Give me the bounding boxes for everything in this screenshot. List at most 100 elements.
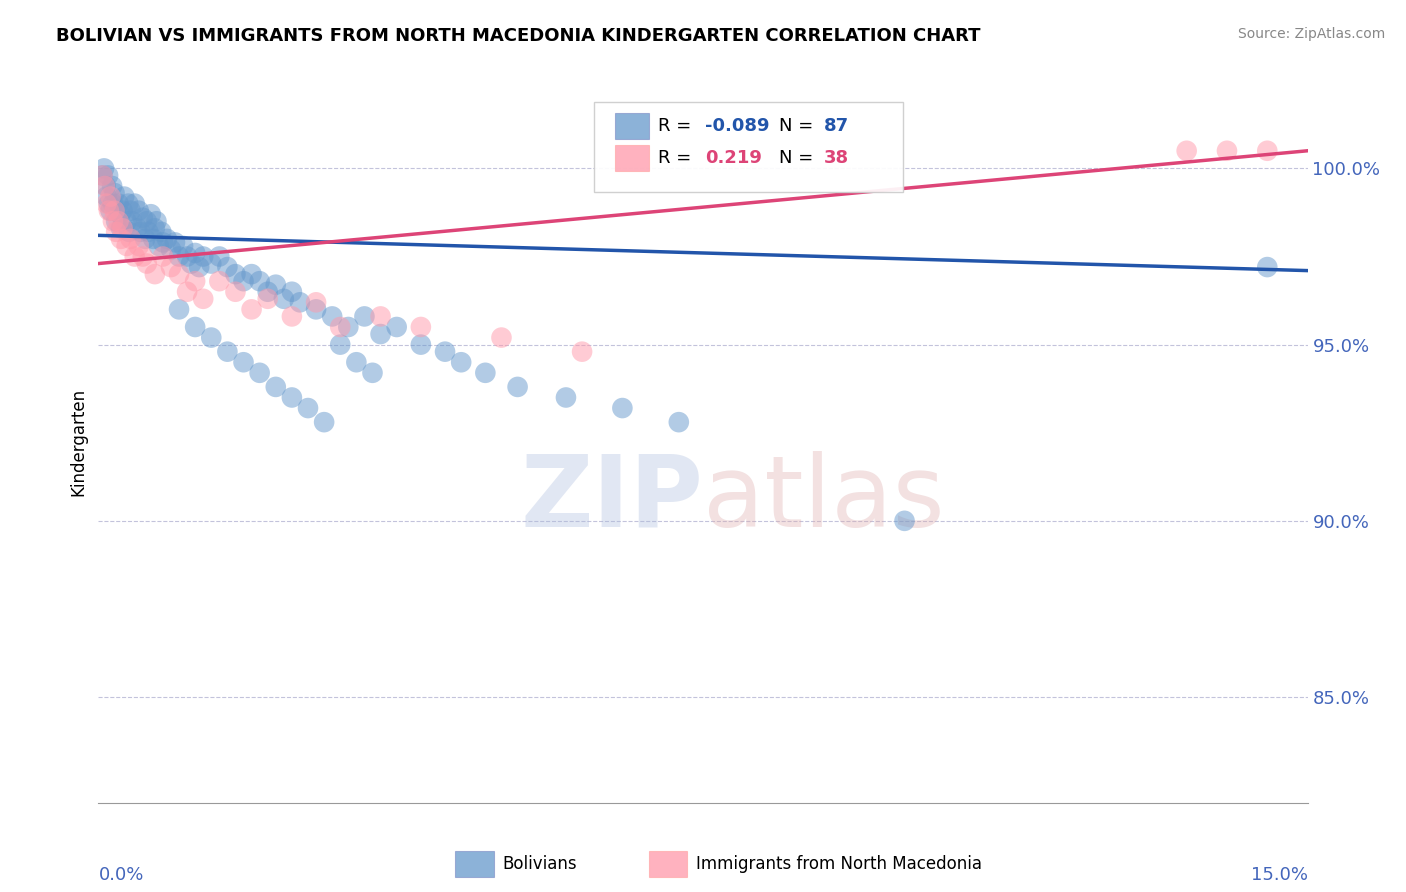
Point bbox=[112, 189, 135, 203]
Point bbox=[110, 221, 132, 235]
FancyBboxPatch shape bbox=[614, 112, 648, 139]
Point bbox=[107, 214, 129, 228]
Point bbox=[167, 250, 190, 264]
Point bbox=[91, 169, 114, 183]
Point bbox=[110, 232, 132, 246]
Point bbox=[329, 320, 352, 334]
Point bbox=[129, 225, 152, 239]
Point bbox=[132, 211, 155, 225]
Point bbox=[152, 250, 174, 264]
Point bbox=[101, 196, 124, 211]
Point bbox=[249, 274, 271, 288]
Point bbox=[353, 310, 375, 324]
Point bbox=[180, 256, 202, 270]
Text: -0.089: -0.089 bbox=[706, 117, 770, 135]
Point bbox=[145, 214, 167, 228]
Point bbox=[344, 355, 367, 369]
Point bbox=[128, 239, 150, 253]
Text: 87: 87 bbox=[824, 117, 849, 135]
Point bbox=[1216, 144, 1239, 158]
Point bbox=[184, 320, 207, 334]
Point bbox=[370, 326, 392, 341]
Point bbox=[409, 337, 432, 351]
Point bbox=[111, 221, 134, 235]
Point bbox=[96, 189, 118, 203]
Point bbox=[117, 196, 139, 211]
Point bbox=[124, 196, 146, 211]
Point bbox=[893, 514, 915, 528]
Point bbox=[256, 285, 278, 299]
Text: 38: 38 bbox=[824, 149, 849, 167]
Point bbox=[188, 260, 211, 274]
Point bbox=[97, 196, 120, 211]
Point bbox=[256, 292, 278, 306]
Point bbox=[321, 310, 343, 324]
Point bbox=[167, 267, 190, 281]
Point bbox=[103, 186, 125, 200]
Text: N =: N = bbox=[779, 149, 820, 167]
Text: R =: R = bbox=[658, 117, 697, 135]
Point bbox=[120, 232, 142, 246]
Text: BOLIVIAN VS IMMIGRANTS FROM NORTH MACEDONIA KINDERGARTEN CORRELATION CHART: BOLIVIAN VS IMMIGRANTS FROM NORTH MACEDO… bbox=[56, 27, 981, 45]
Point bbox=[101, 214, 124, 228]
Point bbox=[108, 207, 131, 221]
Point bbox=[152, 235, 174, 250]
Point bbox=[115, 214, 138, 228]
Point bbox=[127, 221, 149, 235]
Point bbox=[297, 401, 319, 415]
Point bbox=[193, 250, 215, 264]
Point bbox=[135, 256, 157, 270]
Point bbox=[143, 267, 166, 281]
Point bbox=[111, 203, 134, 218]
Point bbox=[97, 203, 120, 218]
Point bbox=[208, 274, 231, 288]
Text: atlas: atlas bbox=[703, 450, 945, 548]
Point bbox=[143, 221, 166, 235]
Point bbox=[135, 214, 157, 228]
Point bbox=[434, 344, 457, 359]
Point bbox=[176, 285, 198, 299]
Point bbox=[148, 239, 170, 253]
Point bbox=[193, 292, 215, 306]
Text: Immigrants from North Macedonia: Immigrants from North Macedonia bbox=[696, 855, 981, 873]
Text: N =: N = bbox=[779, 117, 820, 135]
FancyBboxPatch shape bbox=[456, 851, 494, 877]
Point bbox=[329, 337, 352, 351]
Point bbox=[249, 366, 271, 380]
Point bbox=[337, 320, 360, 334]
Point bbox=[281, 391, 304, 405]
Text: 0.219: 0.219 bbox=[706, 149, 762, 167]
Point bbox=[107, 196, 129, 211]
Point bbox=[184, 274, 207, 288]
Point bbox=[240, 302, 263, 317]
Point bbox=[94, 179, 117, 194]
FancyBboxPatch shape bbox=[614, 145, 648, 170]
Point bbox=[612, 401, 634, 415]
Point bbox=[100, 203, 122, 218]
Point bbox=[555, 391, 578, 405]
Point bbox=[132, 250, 155, 264]
FancyBboxPatch shape bbox=[595, 102, 903, 193]
Point bbox=[100, 189, 122, 203]
Point bbox=[450, 355, 472, 369]
Point bbox=[240, 267, 263, 281]
Point bbox=[273, 292, 295, 306]
Text: Bolivians: Bolivians bbox=[502, 855, 576, 873]
Y-axis label: Kindergarten: Kindergarten bbox=[69, 387, 87, 496]
Point bbox=[1256, 144, 1278, 158]
Point bbox=[176, 250, 198, 264]
Point bbox=[138, 225, 160, 239]
Point bbox=[167, 302, 190, 317]
Point bbox=[281, 285, 304, 299]
Point bbox=[115, 239, 138, 253]
Point bbox=[103, 203, 125, 218]
Point bbox=[93, 161, 115, 176]
Point bbox=[163, 235, 186, 250]
Text: R =: R = bbox=[658, 149, 697, 167]
Text: 0.0%: 0.0% bbox=[98, 866, 143, 884]
Point bbox=[305, 302, 328, 317]
Point bbox=[224, 285, 246, 299]
Point bbox=[118, 225, 141, 239]
Point bbox=[172, 239, 194, 253]
FancyBboxPatch shape bbox=[648, 851, 688, 877]
